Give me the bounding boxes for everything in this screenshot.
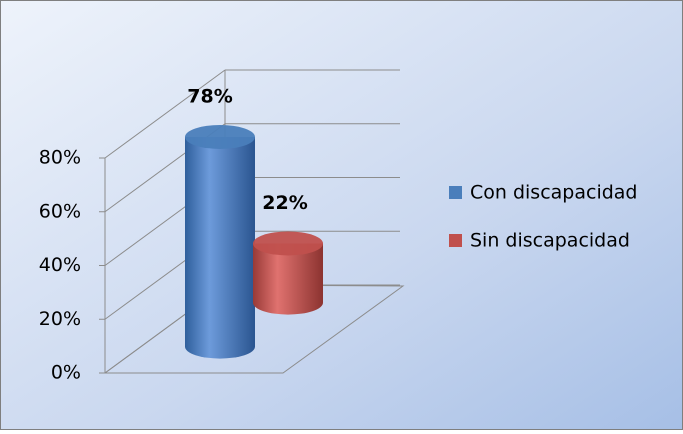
y-tick-label: 60% (39, 200, 81, 222)
cylinder-top (253, 231, 323, 256)
y-tick-label: 20% (39, 308, 81, 330)
grid-line (104, 69, 226, 159)
legend-label: Con discapacidad (470, 182, 638, 204)
y-tick-label: 0% (51, 362, 81, 384)
data-label: 22% (262, 192, 307, 214)
y-tick-label: 80% (39, 147, 81, 169)
cylinder-top (185, 124, 255, 149)
cylinder-body (253, 243, 323, 315)
y-tick-label: 40% (39, 254, 81, 276)
legend-label: Sin discapacidad (470, 230, 630, 252)
cylinder-body (185, 136, 255, 359)
data-label: 78% (187, 85, 232, 107)
legend-swatch (449, 234, 462, 247)
legend-swatch (449, 186, 462, 199)
